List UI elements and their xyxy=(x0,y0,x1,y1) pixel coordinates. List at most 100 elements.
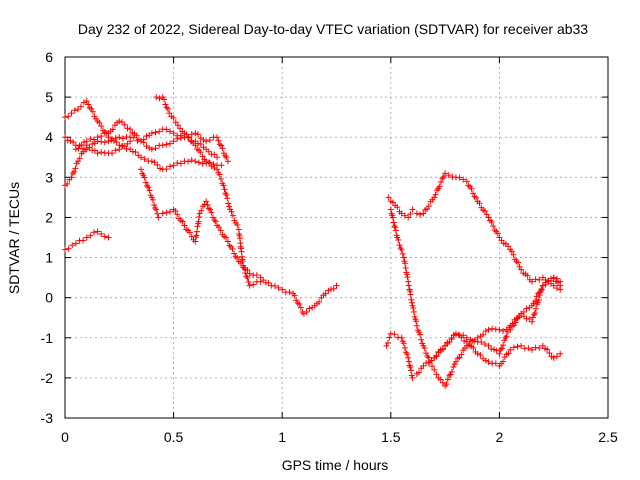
data-point xyxy=(401,344,408,351)
data-point xyxy=(172,208,179,215)
y-axis-label: SDTVAR / TECUs xyxy=(6,182,22,294)
data-point xyxy=(223,191,230,198)
data-point xyxy=(146,144,153,151)
data-point xyxy=(232,253,239,260)
data-point xyxy=(405,282,412,289)
data-point xyxy=(399,250,406,257)
data-point xyxy=(279,286,286,293)
data-point xyxy=(116,118,123,125)
data-point xyxy=(112,147,119,154)
data-point xyxy=(71,107,78,114)
data-point xyxy=(88,105,95,112)
data-point xyxy=(228,208,235,215)
data-point xyxy=(532,297,539,304)
data-point xyxy=(546,350,553,357)
data-point xyxy=(496,350,503,357)
data-point xyxy=(155,214,162,221)
x-tick-label: 2.5 xyxy=(598,429,618,445)
data-point xyxy=(325,287,332,294)
data-point xyxy=(477,333,484,340)
data-point xyxy=(98,123,105,130)
data-point xyxy=(138,154,145,161)
data-point xyxy=(71,168,78,175)
data-point xyxy=(408,296,415,303)
data-point xyxy=(413,210,420,217)
data-point xyxy=(68,174,75,181)
data-point xyxy=(214,154,221,161)
data-point xyxy=(489,325,496,332)
data-point xyxy=(185,158,192,165)
data-point xyxy=(218,162,225,169)
data-point xyxy=(83,138,90,145)
data-point xyxy=(286,289,293,296)
data-point xyxy=(435,349,442,356)
data-point xyxy=(436,183,443,190)
data-point xyxy=(245,278,252,285)
data-point xyxy=(216,171,223,178)
data-point xyxy=(488,218,495,225)
data-point xyxy=(177,160,184,167)
y-tick-label: 2 xyxy=(45,209,53,225)
data-point xyxy=(425,354,432,361)
data-point xyxy=(149,196,156,203)
data-point xyxy=(482,328,489,335)
data-point xyxy=(417,211,424,218)
axis-ticks xyxy=(64,56,609,419)
data-point xyxy=(94,228,101,235)
data-point xyxy=(400,254,407,261)
data-point xyxy=(542,281,549,288)
data-point xyxy=(405,354,412,361)
data-point xyxy=(138,166,145,173)
data-point xyxy=(425,203,432,210)
data-point xyxy=(496,326,503,333)
data-point xyxy=(174,122,181,129)
data-point xyxy=(89,108,96,115)
data-point xyxy=(410,308,417,315)
data-point xyxy=(493,347,500,354)
data-point xyxy=(518,266,525,273)
data-point xyxy=(476,200,483,207)
data-point xyxy=(439,379,446,386)
data-point xyxy=(536,292,543,299)
data-point xyxy=(512,319,519,326)
data-point xyxy=(152,145,159,152)
data-point xyxy=(224,238,231,245)
data-point xyxy=(500,327,507,334)
data-point xyxy=(72,165,79,172)
data-point xyxy=(105,138,112,145)
data-point xyxy=(275,284,282,291)
data-point xyxy=(177,135,184,142)
data-point xyxy=(482,357,489,364)
data-point xyxy=(550,282,557,289)
data-point xyxy=(198,207,205,214)
data-point xyxy=(152,129,159,136)
data-point xyxy=(209,214,216,221)
data-point xyxy=(188,157,195,164)
data-point xyxy=(148,130,155,137)
data-point xyxy=(431,194,438,201)
data-point xyxy=(296,301,303,308)
data-point xyxy=(231,250,238,257)
data-point xyxy=(467,336,474,343)
data-point xyxy=(402,264,409,271)
data-point xyxy=(550,274,557,281)
data-point xyxy=(404,274,411,281)
data-point xyxy=(200,136,207,143)
data-point xyxy=(241,265,248,272)
data-point xyxy=(398,210,405,217)
data-point xyxy=(500,342,507,349)
data-point xyxy=(257,278,264,285)
data-point xyxy=(170,130,177,137)
data-point xyxy=(188,131,195,138)
data-point xyxy=(409,374,416,381)
data-point xyxy=(223,154,230,161)
data-point xyxy=(194,223,201,230)
data-point xyxy=(452,330,459,337)
data-point xyxy=(410,304,417,311)
data-point xyxy=(384,339,391,346)
data-point xyxy=(170,114,177,121)
data-point xyxy=(199,153,206,160)
data-point xyxy=(448,368,455,375)
data-point xyxy=(445,172,452,179)
data-point xyxy=(174,211,181,218)
